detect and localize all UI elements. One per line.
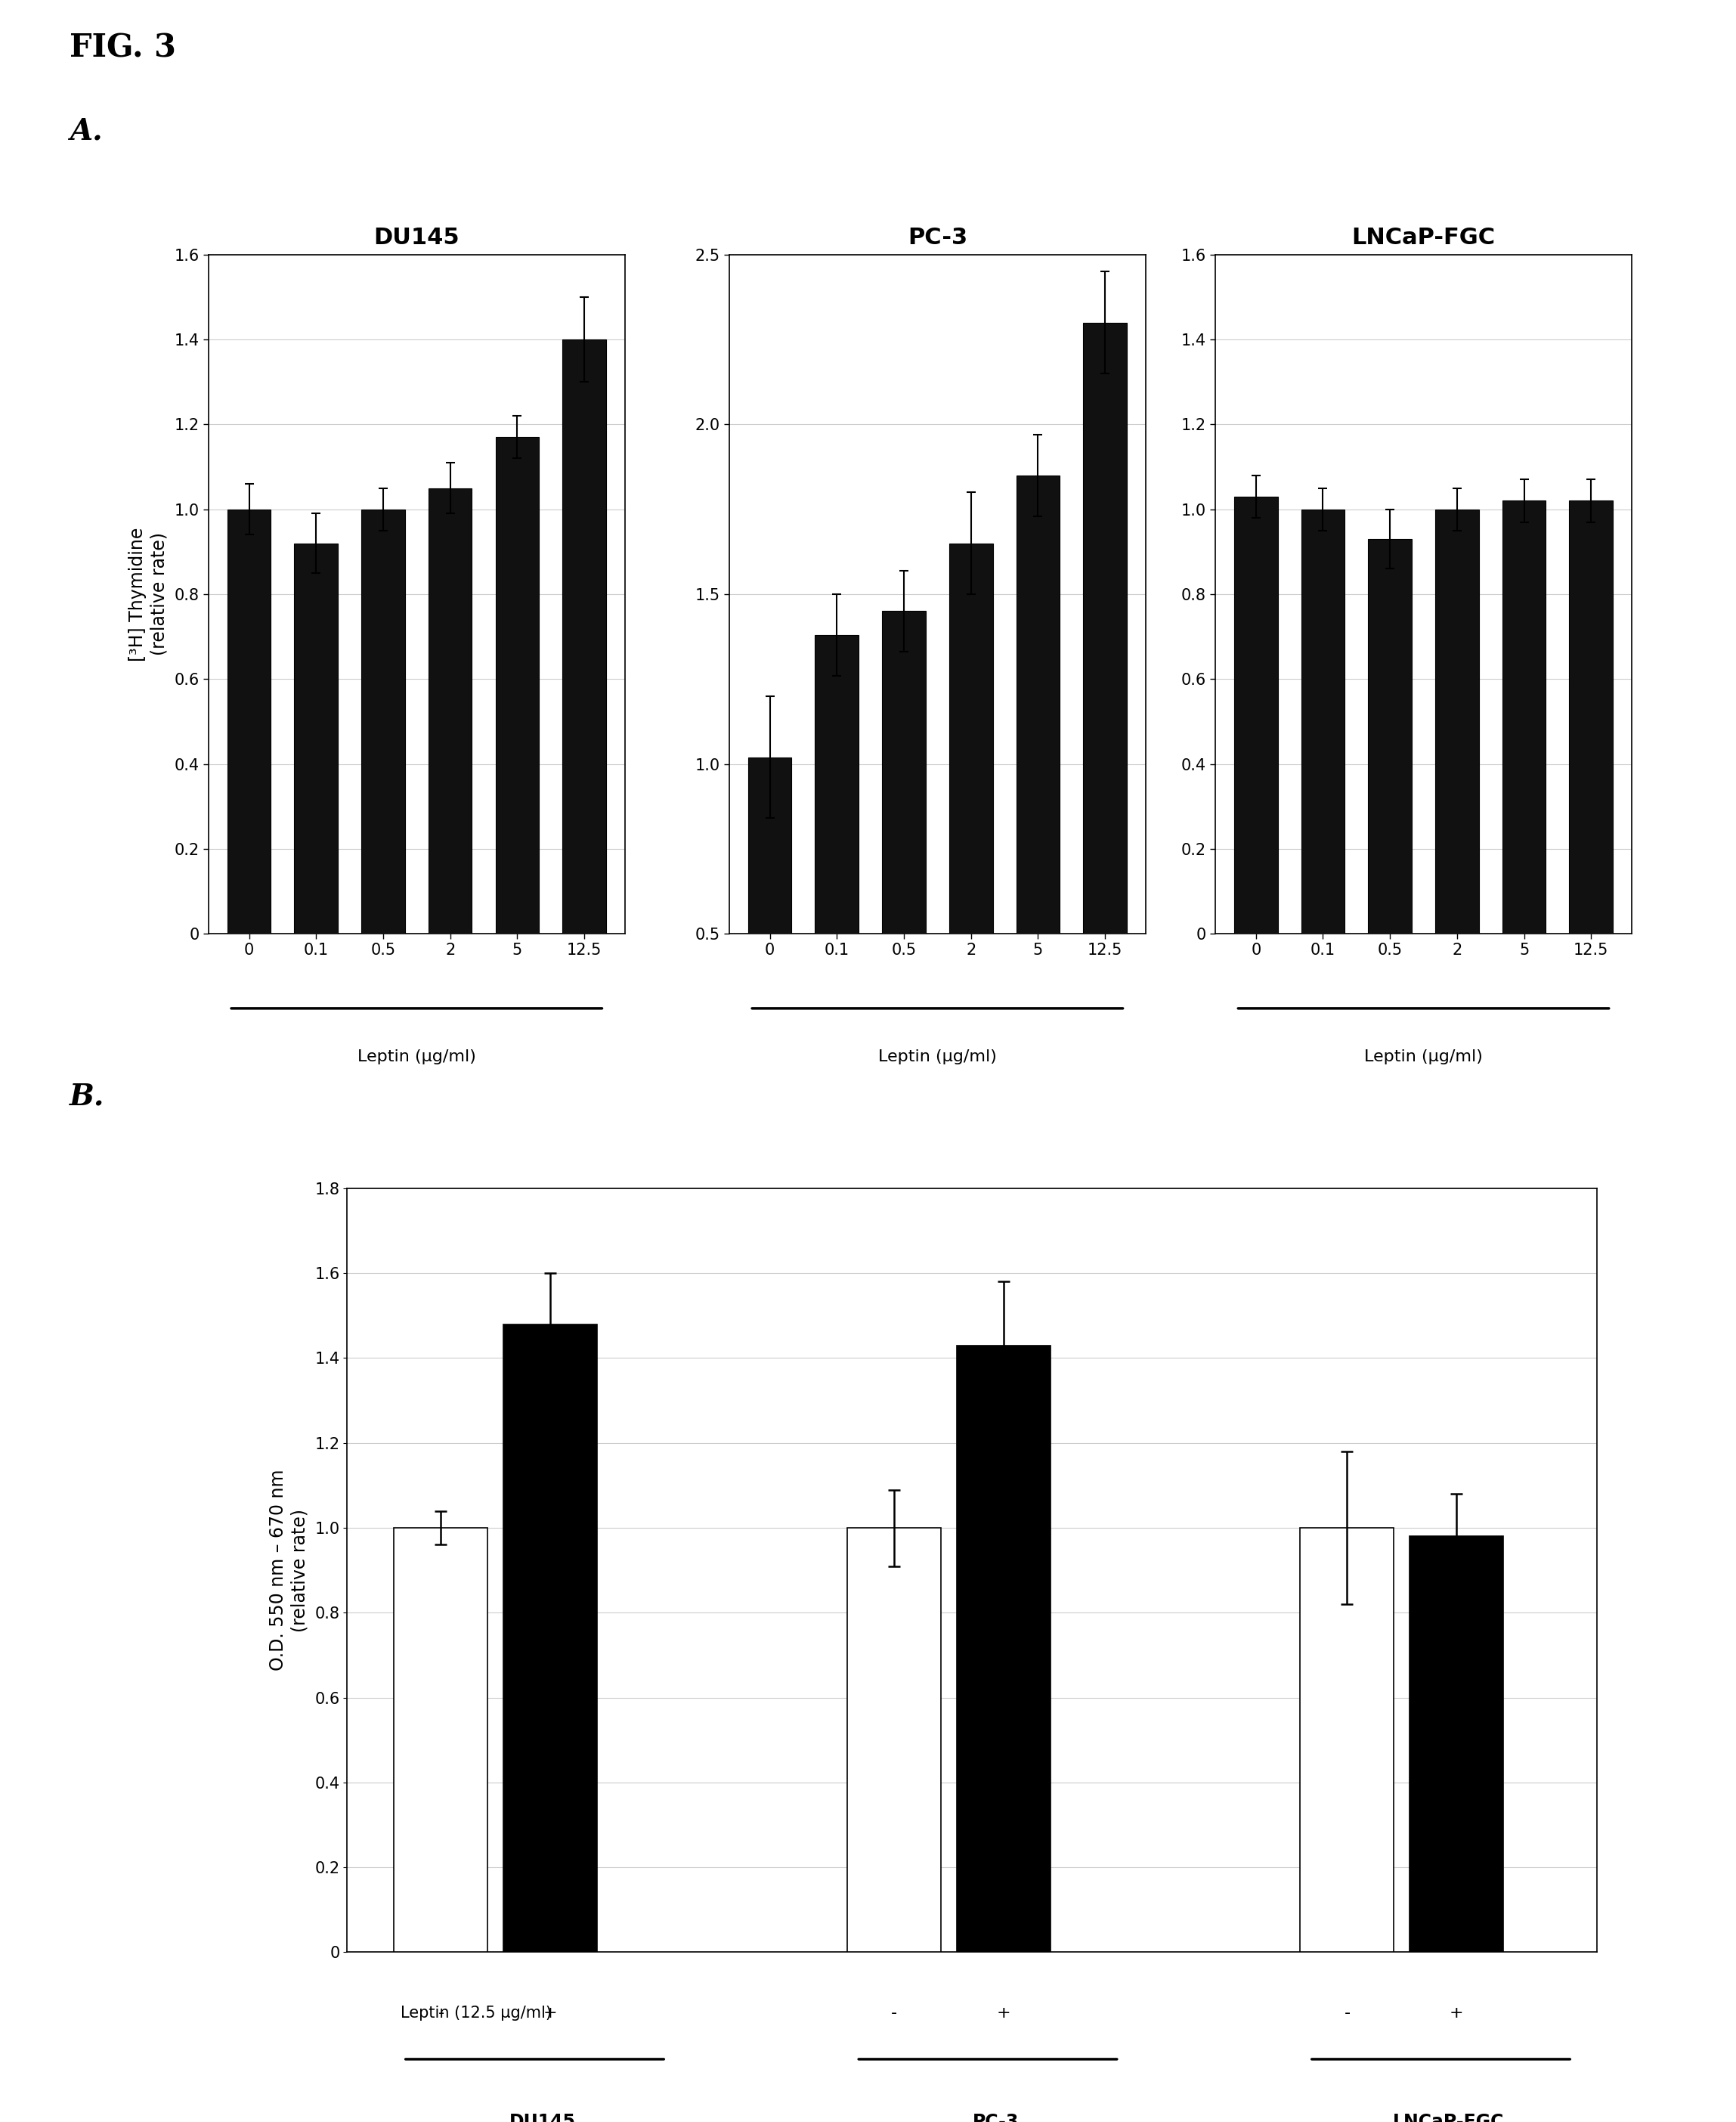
Bar [495, 437, 538, 934]
Bar [429, 488, 472, 934]
Bar [295, 543, 339, 934]
Bar [361, 509, 404, 934]
Bar [1300, 1528, 1394, 1952]
Bar [227, 509, 271, 934]
Text: +: + [996, 2005, 1010, 2020]
Bar [1569, 501, 1613, 934]
Title: PC-3: PC-3 [908, 227, 967, 248]
Bar [1368, 539, 1411, 934]
Text: Leptin (μg/ml): Leptin (μg/ml) [878, 1048, 996, 1065]
Bar [882, 611, 925, 1103]
Title: DU145: DU145 [373, 227, 460, 248]
Bar [816, 634, 859, 1103]
Text: LNCaP-FGC: LNCaP-FGC [1392, 2114, 1505, 2122]
Text: -: - [437, 2005, 444, 2020]
Bar [1234, 497, 1278, 934]
Bar [1083, 323, 1127, 1103]
Y-axis label: O.D. 550 nm – 670 nm
(relative rate): O.D. 550 nm – 670 nm (relative rate) [269, 1471, 309, 1670]
Bar [1016, 475, 1059, 1103]
Text: -: - [1344, 2005, 1351, 2020]
Bar [1302, 509, 1345, 934]
Text: DU145: DU145 [509, 2114, 576, 2122]
Text: Leptin (12.5 μg/ml): Leptin (12.5 μg/ml) [401, 2005, 552, 2020]
Text: FIG. 3: FIG. 3 [69, 32, 175, 64]
Text: PC-3: PC-3 [972, 2114, 1019, 2122]
Text: Leptin (μg/ml): Leptin (μg/ml) [1364, 1048, 1483, 1065]
Bar [1436, 509, 1479, 934]
Bar [503, 1324, 597, 1952]
Text: A.: A. [69, 117, 102, 146]
Bar [847, 1528, 941, 1952]
Bar [957, 1345, 1050, 1952]
Title: LNCaP-FGC: LNCaP-FGC [1352, 227, 1495, 248]
Text: Leptin (μg/ml): Leptin (μg/ml) [358, 1048, 476, 1065]
Text: +: + [543, 2005, 557, 2020]
Text: -: - [891, 2005, 898, 2020]
Bar [1410, 1536, 1503, 1952]
Text: +: + [1450, 2005, 1463, 2020]
Bar [394, 1528, 488, 1952]
Text: B.: B. [69, 1082, 104, 1112]
Y-axis label: [³H] Thymidine
(relative rate): [³H] Thymidine (relative rate) [128, 526, 168, 662]
Bar [950, 543, 993, 1103]
Bar [562, 340, 606, 934]
Bar [748, 758, 792, 1103]
Bar [1502, 501, 1545, 934]
